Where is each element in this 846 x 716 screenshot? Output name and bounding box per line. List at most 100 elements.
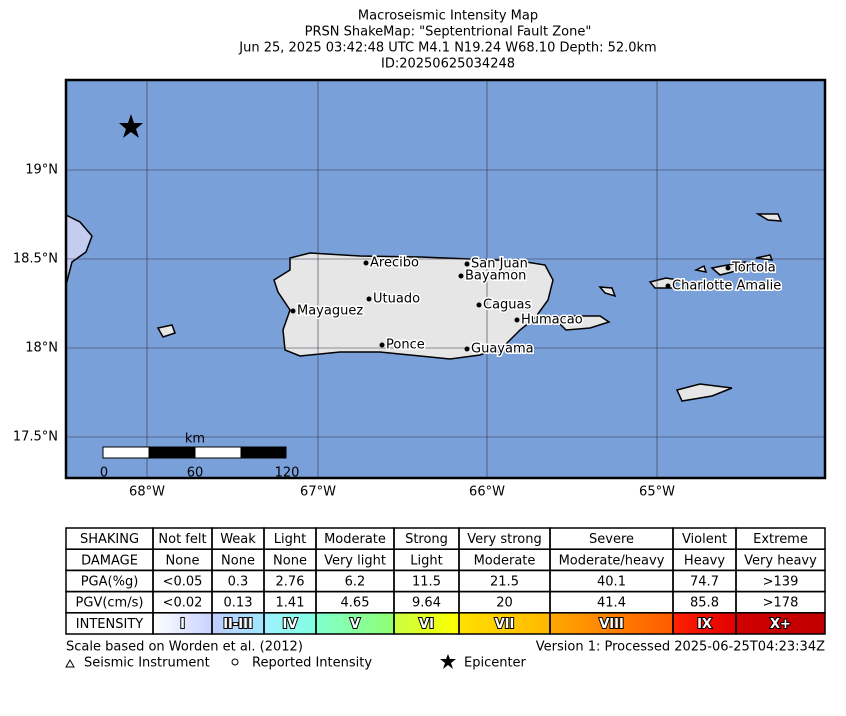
city-label: San Juan <box>471 257 528 272</box>
table-text: Extreme <box>753 532 808 547</box>
table-text: Severe <box>589 532 634 547</box>
table-text: None <box>166 553 200 568</box>
table-text: 4.65 <box>341 596 370 611</box>
table-text: Violent <box>682 532 727 547</box>
table-text: 1.41 <box>276 596 305 611</box>
table-text: None <box>273 553 307 568</box>
table-text: Moderate <box>324 532 386 547</box>
city-dot <box>363 260 369 266</box>
table-text: 40.1 <box>597 575 626 590</box>
table-text: SHAKING <box>80 532 139 547</box>
table-text: V <box>350 617 360 632</box>
lon-label: 67°W <box>300 485 336 500</box>
table-text: Very light <box>324 553 386 568</box>
table-text: Moderate/heavy <box>559 553 665 568</box>
table-text: VII <box>495 617 515 632</box>
table-text: VIII <box>599 617 624 632</box>
intensity-table: SHAKING Not felt Weak Light Moderate Strong Ve… <box>65 527 826 635</box>
table-text: INTENSITY <box>76 617 143 632</box>
city-label: Charlotte Amalie <box>672 279 781 294</box>
scale-label: 120 <box>275 466 300 481</box>
city-dot <box>476 302 482 308</box>
lat-label: 17.5°N <box>13 430 58 445</box>
city-label: Humacao <box>521 313 583 328</box>
table-text: VI <box>419 617 434 632</box>
table-text: IV <box>283 617 298 632</box>
city-dot <box>458 273 464 279</box>
city-dot <box>514 317 520 323</box>
map-frame <box>64 78 827 480</box>
legend-label: Seismic Instrument <box>84 656 210 671</box>
scale-label: 0 <box>100 466 108 481</box>
scale-unit: km <box>185 432 205 447</box>
legend-label: Epicenter <box>464 656 527 671</box>
table-text: None <box>221 553 255 568</box>
table-text: 6.2 <box>345 575 366 590</box>
scale-label: 60 <box>187 466 204 481</box>
table-text: Weak <box>220 532 256 547</box>
city-dot <box>665 283 671 289</box>
city-dot <box>725 265 731 271</box>
table-text: IX <box>697 617 712 632</box>
lon-label: 66°W <box>469 485 505 500</box>
table-text: 20 <box>496 596 513 611</box>
table-text: 11.5 <box>412 575 441 590</box>
instrument-icon <box>65 658 75 668</box>
city-label: Ponce <box>386 338 425 353</box>
table-text: 9.64 <box>412 596 441 611</box>
scale-bar <box>102 446 287 459</box>
title-line: Jun 25, 2025 03:42:48 UTC M4.1 N19.24 W6… <box>238 41 656 56</box>
city-label: Bayamon <box>465 269 526 284</box>
table-text: II-III <box>223 617 253 632</box>
city-label: Tortola <box>731 261 776 276</box>
table-text: I <box>180 617 185 632</box>
lat-label: 19°N <box>25 163 58 178</box>
table-text: >139 <box>763 575 799 590</box>
epicenter-star <box>119 114 143 138</box>
map <box>64 78 827 480</box>
reported-icon <box>231 658 239 666</box>
table-text: PGA(%g) <box>81 575 139 590</box>
table-text: Heavy <box>684 553 725 568</box>
table-text: Light <box>410 553 442 568</box>
epicenter-legend-icon <box>440 654 456 669</box>
table-text: <0.05 <box>163 575 203 590</box>
title-line: ID:20250625034248 <box>381 57 515 72</box>
table-text: Very heavy <box>744 553 817 568</box>
lat-label: 18.5°N <box>13 252 58 267</box>
lon-label: 68°W <box>129 485 165 500</box>
table-text: Light <box>274 532 306 547</box>
city-label: Mayaguez <box>297 304 363 319</box>
city-dot <box>290 308 296 314</box>
table-text: Very strong <box>467 532 541 547</box>
city-label: Utuado <box>373 292 420 307</box>
legend-label: Reported Intensity <box>252 656 372 671</box>
table-text: DAMAGE <box>81 553 138 568</box>
table-text: 74.7 <box>690 575 719 590</box>
table-text: X+ <box>770 617 791 632</box>
table-text: PGV(cm/s) <box>76 596 144 611</box>
table-text: Not felt <box>158 532 206 547</box>
city-dot <box>379 342 385 348</box>
table-text: 0.3 <box>228 575 249 590</box>
table-text: 85.8 <box>690 596 719 611</box>
scale-note: Scale based on Worden et al. (2012) <box>66 640 303 655</box>
table-text: >178 <box>763 596 799 611</box>
version: Version 1: Processed 2025-06-25T04:23:34… <box>536 640 825 655</box>
city-label: Caguas <box>483 298 532 313</box>
city-label: Arecibo <box>370 256 419 271</box>
table-text: 21.5 <box>490 575 519 590</box>
table-text: 0.13 <box>224 596 253 611</box>
title-line: Macroseismic Intensity Map <box>358 9 538 24</box>
lat-label: 18°N <box>25 341 58 356</box>
table-text: 41.4 <box>597 596 626 611</box>
city-label: Guayama <box>471 342 534 357</box>
lon-label: 65°W <box>639 485 675 500</box>
table-text: <0.02 <box>163 596 203 611</box>
table-cell <box>735 612 826 635</box>
city-dot <box>464 346 470 352</box>
city-dot <box>366 296 372 302</box>
table-text: Moderate <box>474 553 536 568</box>
